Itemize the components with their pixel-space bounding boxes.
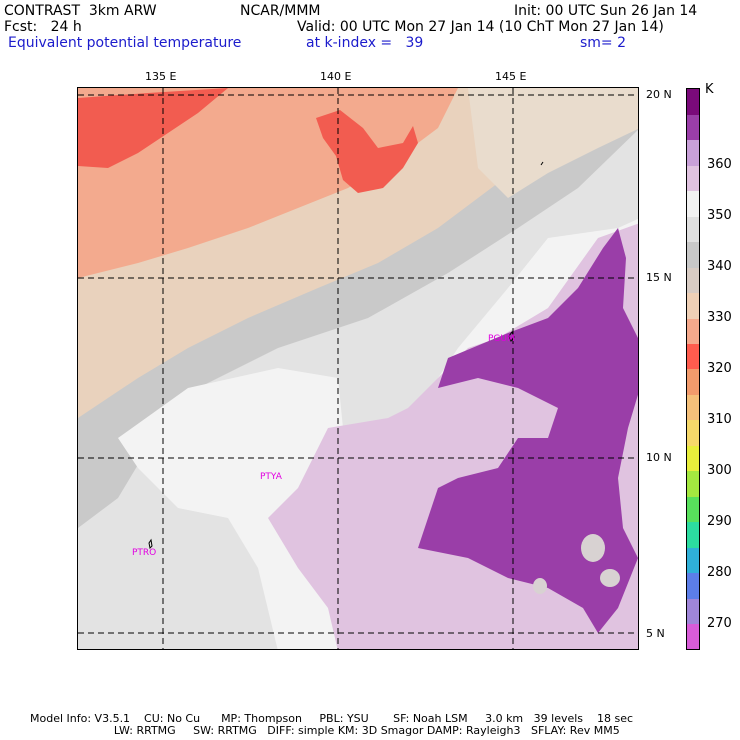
- model-info-line2: LW: RRTMG SW: RRTMG DIFF: simple KM: 3D …: [30, 724, 620, 737]
- lon-label-135: 135 E: [145, 70, 177, 83]
- smoothing-info: sm= 2: [580, 35, 627, 51]
- colorbar-segment: [687, 318, 699, 345]
- colorbar-segment: [687, 267, 699, 294]
- lat-label-15: 15 N: [646, 271, 672, 284]
- colorbar-segment: [687, 521, 699, 548]
- colorbar-segment: [687, 89, 699, 115]
- lon-label-145: 145 E: [495, 70, 527, 83]
- field-spot: [581, 534, 605, 562]
- colorbar-tick-label: 320: [707, 361, 732, 376]
- colorbar-segment: [687, 114, 699, 141]
- init-time: Init: 00 UTC Sun 26 Jan 14: [514, 3, 698, 19]
- theta-370-region: [418, 228, 638, 633]
- model-title: CONTRAST 3km ARW: [4, 3, 157, 19]
- lat-label-20: 20 N: [646, 88, 672, 101]
- colorbar-segment: [687, 623, 699, 650]
- colorbar-segment: [687, 547, 699, 574]
- theta-e-field-map: PGUM PTYA PTRO: [78, 88, 638, 649]
- colorbar-segment: [687, 470, 699, 497]
- level-info: at k-index = 39: [306, 35, 424, 51]
- colorbar-segment: [687, 394, 699, 421]
- field-spot: [600, 569, 620, 587]
- guam-island-outline: [508, 330, 515, 343]
- colorbar-segment: [687, 496, 699, 523]
- colorbar-segment: [687, 598, 699, 625]
- colorbar-segment: [687, 190, 699, 217]
- island-mark: [540, 161, 544, 166]
- lat-label-5: 5 N: [646, 627, 665, 640]
- field-spot: [533, 578, 547, 594]
- theta-345-region: [468, 88, 638, 198]
- lat-label-10: 10 N: [646, 451, 672, 464]
- theta-330-west: [78, 88, 228, 168]
- colorbar-segment: [687, 419, 699, 446]
- colorbar-segment: [687, 343, 699, 370]
- colorbar-segment: [687, 139, 699, 166]
- map-panel[interactable]: PGUM PTYA PTRO: [77, 87, 639, 650]
- colorbar-tick-label: 350: [707, 208, 732, 223]
- model-info-line1: Model Info: V3.5.1 CU: No Cu MP: Thompso…: [30, 712, 634, 725]
- forecast-hour: Fcst: 24 h: [4, 19, 82, 35]
- colorbar-tick-label: 280: [707, 565, 732, 580]
- colorbar-segment: [687, 369, 699, 395]
- lon-label-140: 140 E: [320, 70, 352, 83]
- station-label-ptro: PTRO: [132, 548, 156, 558]
- colorbar-tick-label: 300: [707, 463, 732, 478]
- organization-label: NCAR/MMM: [240, 3, 321, 19]
- colorbar: [686, 88, 700, 650]
- station-label-pgum: PGUM: [488, 334, 515, 344]
- colorbar-tick-label: 290: [707, 514, 732, 529]
- colorbar-segment: [687, 292, 699, 319]
- palau-island-outline: [148, 538, 153, 550]
- theta-330-central: [316, 110, 418, 193]
- colorbar-segment: [687, 445, 699, 472]
- colorbar-tick-label: 330: [707, 310, 732, 325]
- colorbar-segment: [687, 165, 699, 192]
- colorbar-segment: [687, 241, 699, 268]
- colorbar-segment: [687, 572, 699, 599]
- field-name: Equivalent potential temperature: [8, 35, 242, 51]
- valid-time: Valid: 00 UTC Mon 27 Jan 14 (10 ChT Mon …: [297, 19, 664, 35]
- colorbar-tick-label: 270: [707, 616, 732, 631]
- colorbar-tick-label: 360: [707, 157, 732, 172]
- colorbar-tick-label: 340: [707, 259, 732, 274]
- station-label-ptya: PTYA: [260, 472, 283, 482]
- colorbar-tick-label: 310: [707, 412, 732, 427]
- colorbar-unit: K: [705, 82, 714, 97]
- colorbar-segment: [687, 216, 699, 243]
